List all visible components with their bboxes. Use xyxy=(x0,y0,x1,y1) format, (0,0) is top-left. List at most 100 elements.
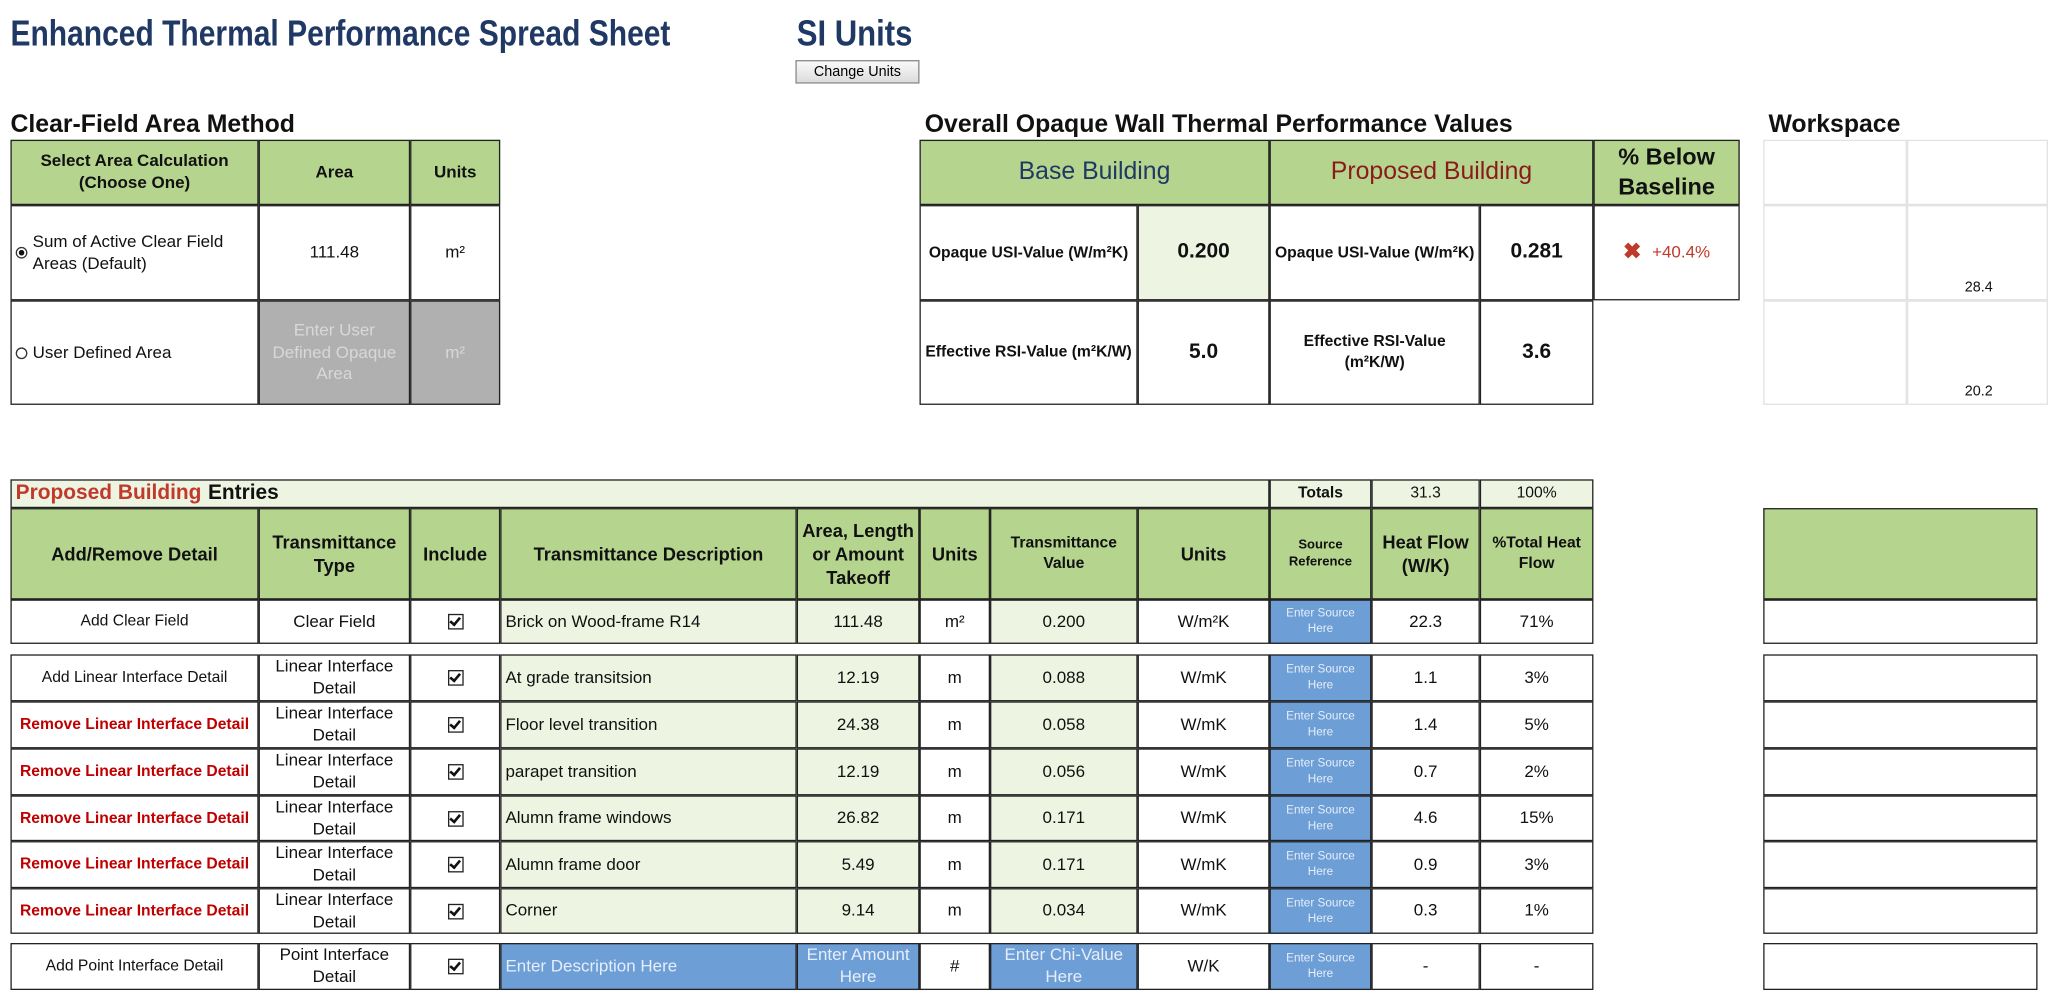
cell: m xyxy=(919,748,991,796)
cell: m² xyxy=(919,599,991,644)
change-units-button[interactable]: Change Units xyxy=(795,60,920,84)
checkbox[interactable] xyxy=(447,810,464,827)
column-header: Add/Remove Detail xyxy=(10,508,259,600)
include-cell xyxy=(410,599,501,644)
cell: 0.200 xyxy=(990,599,1138,644)
include-cell xyxy=(410,748,501,796)
cell: W/m²K xyxy=(1137,599,1270,644)
cell: 0.9 xyxy=(1371,841,1480,889)
source-input[interactable]: Enter Source Here xyxy=(1269,841,1372,889)
cell: W/mK xyxy=(1137,888,1270,934)
column-header: Units xyxy=(1137,508,1270,600)
radio-button[interactable] xyxy=(15,246,28,259)
checkbox[interactable] xyxy=(447,903,464,919)
workspace-cell xyxy=(1906,300,2048,405)
workspace-cell xyxy=(1906,139,2048,206)
column-header: Units xyxy=(919,508,991,600)
checkbox[interactable] xyxy=(447,856,464,873)
cell: 2% xyxy=(1479,748,1594,796)
radio-option[interactable]: Sum of Active Clear Field Areas (Default… xyxy=(10,205,259,301)
cell: 0.058 xyxy=(990,701,1138,749)
workspace-entry-cell xyxy=(1763,701,2038,749)
workspace-entry-cell xyxy=(1763,654,2038,702)
cell: Linear Interface Detail xyxy=(258,841,411,889)
section-title: Overall Opaque Wall Thermal Performance … xyxy=(924,111,1513,139)
cell: Enter User Defined Opaque Area xyxy=(258,300,411,405)
checkbox[interactable] xyxy=(447,717,464,733)
source-input[interactable]: Enter Source Here xyxy=(1269,701,1372,749)
detail-button[interactable]: Add Point Interface Detail xyxy=(10,943,259,991)
source-input[interactable]: Enter Source Here xyxy=(1269,748,1372,796)
radio-button[interactable] xyxy=(15,346,28,359)
cell: Alumn frame windows xyxy=(500,795,797,842)
totals-cell: 31.3 xyxy=(1371,479,1480,509)
cell: 15% xyxy=(1479,795,1594,842)
label: Opaque USI-Value (W/m²K) xyxy=(1269,205,1480,301)
cell: W/mK xyxy=(1137,654,1270,702)
cell: m² xyxy=(410,205,501,301)
detail-button[interactable]: Add Clear Field xyxy=(10,599,259,644)
section-title: Clear-Field Area Method xyxy=(10,111,295,139)
column-header: Heat Flow (W/K) xyxy=(1371,508,1480,600)
units-title: SI Units xyxy=(796,13,913,54)
cell: Floor level transition xyxy=(500,701,797,749)
check-mark xyxy=(449,670,462,683)
value: 0.281 xyxy=(1479,205,1594,301)
radio-option[interactable]: User Defined Area xyxy=(10,300,259,405)
checkbox[interactable] xyxy=(447,670,464,686)
workspace-entry-cell xyxy=(1763,748,2038,796)
cell: 0.171 xyxy=(990,795,1138,842)
cell: m xyxy=(919,841,991,889)
fail-icon: ✖ xyxy=(1623,239,1642,265)
cell: Corner xyxy=(500,888,797,934)
cell: Point Interface Detail xyxy=(258,943,411,991)
checkbox[interactable] xyxy=(447,613,464,630)
checkbox[interactable] xyxy=(447,958,464,975)
cell: W/K xyxy=(1137,943,1270,991)
check-mark xyxy=(449,959,462,972)
cell: 0.171 xyxy=(990,841,1138,889)
source-input[interactable]: Enter Source Here xyxy=(1269,795,1372,842)
cell: Alumn frame door xyxy=(500,841,797,889)
cell: At grade transitsion xyxy=(500,654,797,702)
cell: - xyxy=(1371,943,1480,991)
label: ✖ +40.4% xyxy=(1593,205,1740,301)
entries-title-part: Proposed Building xyxy=(15,481,202,504)
cell: 9.14 xyxy=(796,888,920,934)
source-input[interactable]: Enter Source Here xyxy=(1269,599,1372,644)
cell: 12.19 xyxy=(796,748,920,796)
cell: Clear Field xyxy=(258,599,411,644)
cell: Linear Interface Detail xyxy=(258,701,411,749)
cell: 111.48 xyxy=(258,205,411,301)
detail-button[interactable]: Remove Linear Interface Detail xyxy=(10,841,259,889)
detail-button[interactable]: Remove Linear Interface Detail xyxy=(10,795,259,842)
cell: W/mK xyxy=(1137,701,1270,749)
cell: 0.056 xyxy=(990,748,1138,796)
cell: 0.3 xyxy=(1371,888,1480,934)
detail-button[interactable]: Add Linear Interface Detail xyxy=(10,654,259,702)
detail-button[interactable]: Remove Linear Interface Detail xyxy=(10,701,259,749)
totals-cell: 100% xyxy=(1479,479,1594,509)
column-header: Area xyxy=(258,139,411,206)
cell: Enter Amount Here xyxy=(796,943,920,991)
label: Opaque USI-Value (W/m²K) xyxy=(919,205,1138,301)
workspace-cell xyxy=(1763,205,1907,301)
detail-button[interactable]: Remove Linear Interface Detail xyxy=(10,748,259,796)
column-header: Area, Length or Amount Takeoff xyxy=(796,508,920,600)
cell: W/mK xyxy=(1137,841,1270,889)
entries-title: Proposed Building Entries xyxy=(10,479,1270,509)
cell: 22.3 xyxy=(1371,599,1480,644)
source-input[interactable]: Enter Source Here xyxy=(1269,888,1372,934)
detail-button[interactable]: Remove Linear Interface Detail xyxy=(10,888,259,934)
cell: 71% xyxy=(1479,599,1594,644)
source-input[interactable]: Enter Source Here xyxy=(1269,654,1372,702)
source-input[interactable]: Enter Source Here xyxy=(1269,943,1372,991)
checkbox[interactable] xyxy=(447,764,464,780)
column-header: Transmittance Value xyxy=(990,508,1138,600)
cell: m² xyxy=(410,300,501,405)
check-mark xyxy=(449,810,462,824)
check-mark xyxy=(449,857,462,870)
workspace-cell xyxy=(1763,300,1907,405)
workspace-entry-cell xyxy=(1763,795,2038,842)
cell: 0.034 xyxy=(990,888,1138,934)
